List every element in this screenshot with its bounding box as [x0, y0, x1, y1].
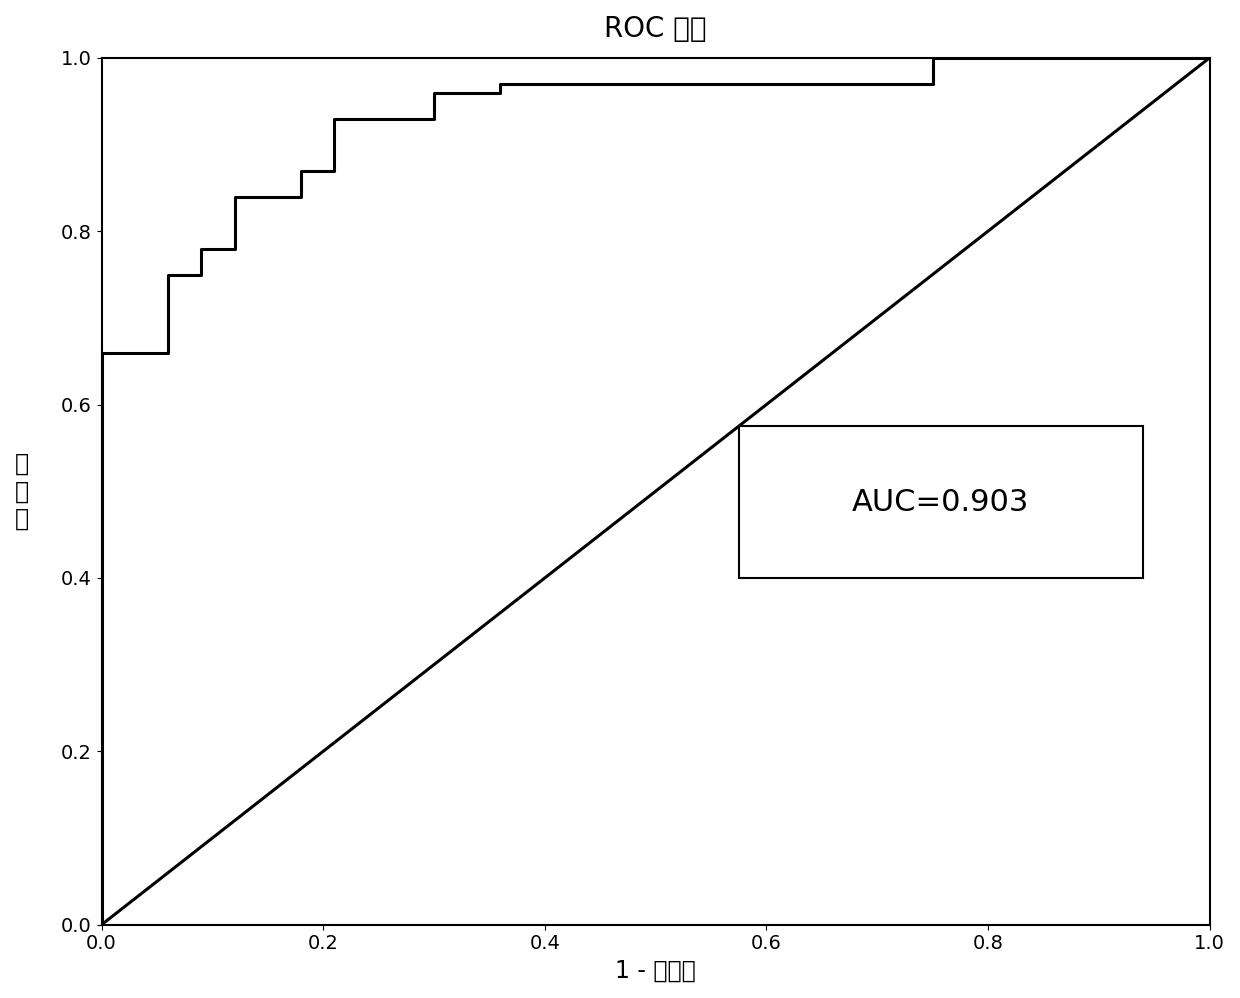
X-axis label: 1 - 特异性: 1 - 特异性	[615, 959, 696, 983]
Y-axis label: 敏
感
度: 敏 感 度	[15, 451, 29, 531]
Text: AUC=0.903: AUC=0.903	[852, 488, 1029, 517]
FancyBboxPatch shape	[739, 426, 1143, 578]
Title: ROC 曲线: ROC 曲线	[604, 15, 707, 43]
